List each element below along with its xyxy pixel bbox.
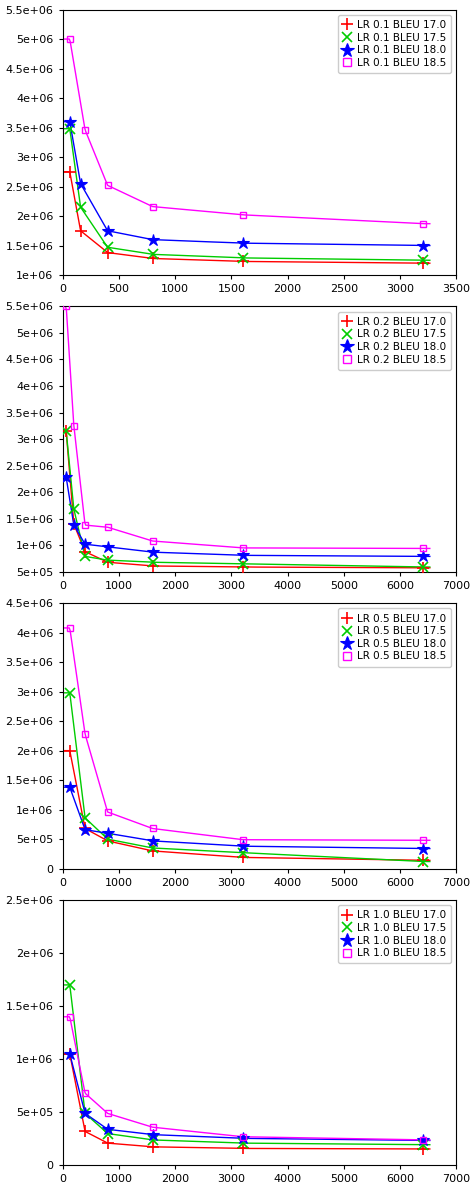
Legend: LR 0.5 BLEU 17.0, LR 0.5 BLEU 17.5, LR 0.5 BLEU 18.0, LR 0.5 BLEU 18.5: LR 0.5 BLEU 17.0, LR 0.5 BLEU 17.5, LR 0…	[338, 608, 451, 666]
Legend: LR 0.1 BLEU 17.0, LR 0.1 BLEU 17.5, LR 0.1 BLEU 18.0, LR 0.1 BLEU 18.5: LR 0.1 BLEU 17.0, LR 0.1 BLEU 17.5, LR 0…	[338, 14, 451, 73]
Legend: LR 1.0 BLEU 17.0, LR 1.0 BLEU 17.5, LR 1.0 BLEU 18.0, LR 1.0 BLEU 18.5: LR 1.0 BLEU 17.0, LR 1.0 BLEU 17.5, LR 1…	[338, 906, 451, 964]
Legend: LR 0.2 BLEU 17.0, LR 0.2 BLEU 17.5, LR 0.2 BLEU 18.0, LR 0.2 BLEU 18.5: LR 0.2 BLEU 17.0, LR 0.2 BLEU 17.5, LR 0…	[338, 312, 451, 370]
